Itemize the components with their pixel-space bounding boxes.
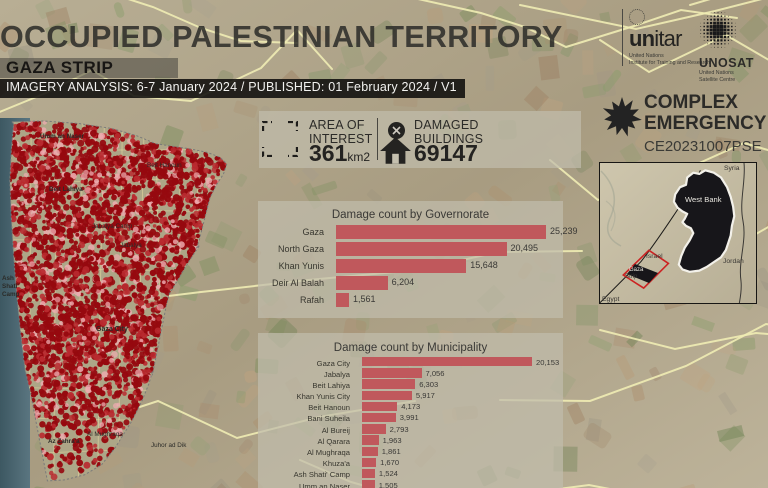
- svg-text:Beit Hanoun: Beit Hanoun: [147, 162, 182, 169]
- svg-text:West Bank: West Bank: [685, 195, 722, 204]
- svg-text:Al Mughraqa: Al Mughraqa: [87, 431, 123, 438]
- svg-text:Jordan: Jordan: [723, 258, 744, 265]
- svg-text:Syria: Syria: [724, 165, 740, 172]
- svg-text:Camp: Camp: [2, 291, 20, 298]
- svg-text:Ash: Ash: [2, 275, 14, 282]
- svg-text:Umm an Naser: Umm an Naser: [40, 133, 85, 140]
- svg-text:Gaza City: Gaza City: [96, 326, 128, 333]
- svg-text:Beit Lahiya: Beit Lahiya: [49, 186, 83, 193]
- svg-text:Juhor ad Dik: Juhor ad Dik: [151, 442, 187, 449]
- svg-text:Gaza: Gaza: [629, 267, 644, 273]
- svg-text:Shati': Shati': [2, 283, 19, 290]
- svg-text:Az Zahra'a: Az Zahra'a: [48, 438, 80, 445]
- svg-text:Strip: Strip: [625, 274, 638, 280]
- svg-text:Jabalya Camp: Jabalya Camp: [92, 223, 133, 230]
- svg-text:Egypt: Egypt: [602, 296, 619, 303]
- svg-text:Israel: Israel: [646, 253, 663, 260]
- svg-text:Jabalya: Jabalya: [120, 242, 142, 249]
